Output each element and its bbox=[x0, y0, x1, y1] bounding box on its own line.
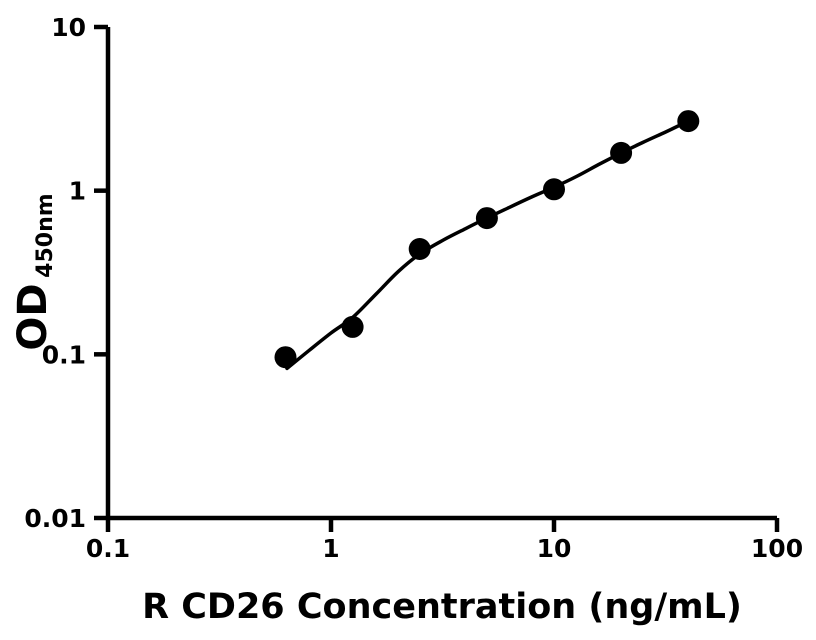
data-point bbox=[677, 110, 700, 133]
data-point bbox=[610, 141, 633, 164]
x-axis-title: R CD26 Concentration (ng/mL) bbox=[142, 587, 742, 627]
x-tick-label: 10 bbox=[537, 534, 572, 563]
x-tick-label: 1 bbox=[322, 534, 339, 563]
x-tick-label: 100 bbox=[751, 534, 803, 563]
y-tick-label: 1 bbox=[69, 177, 86, 206]
data-point bbox=[274, 346, 297, 369]
data-point bbox=[341, 315, 364, 338]
y-axis-title: OD 450nm bbox=[10, 193, 58, 350]
data-point bbox=[408, 238, 431, 260]
y-axis-title-main: OD bbox=[10, 283, 56, 350]
y-tick-label: 10 bbox=[51, 13, 86, 42]
data-point bbox=[475, 207, 498, 230]
x-tick-label: 0.1 bbox=[86, 534, 130, 563]
data-point bbox=[543, 178, 565, 201]
y-axis-title-subscript: 450nm bbox=[33, 193, 58, 278]
y-tick-label: 0.1 bbox=[42, 340, 86, 369]
axes bbox=[94, 24, 780, 532]
y-tick-label: 0.01 bbox=[24, 504, 86, 533]
data-points bbox=[274, 110, 700, 369]
